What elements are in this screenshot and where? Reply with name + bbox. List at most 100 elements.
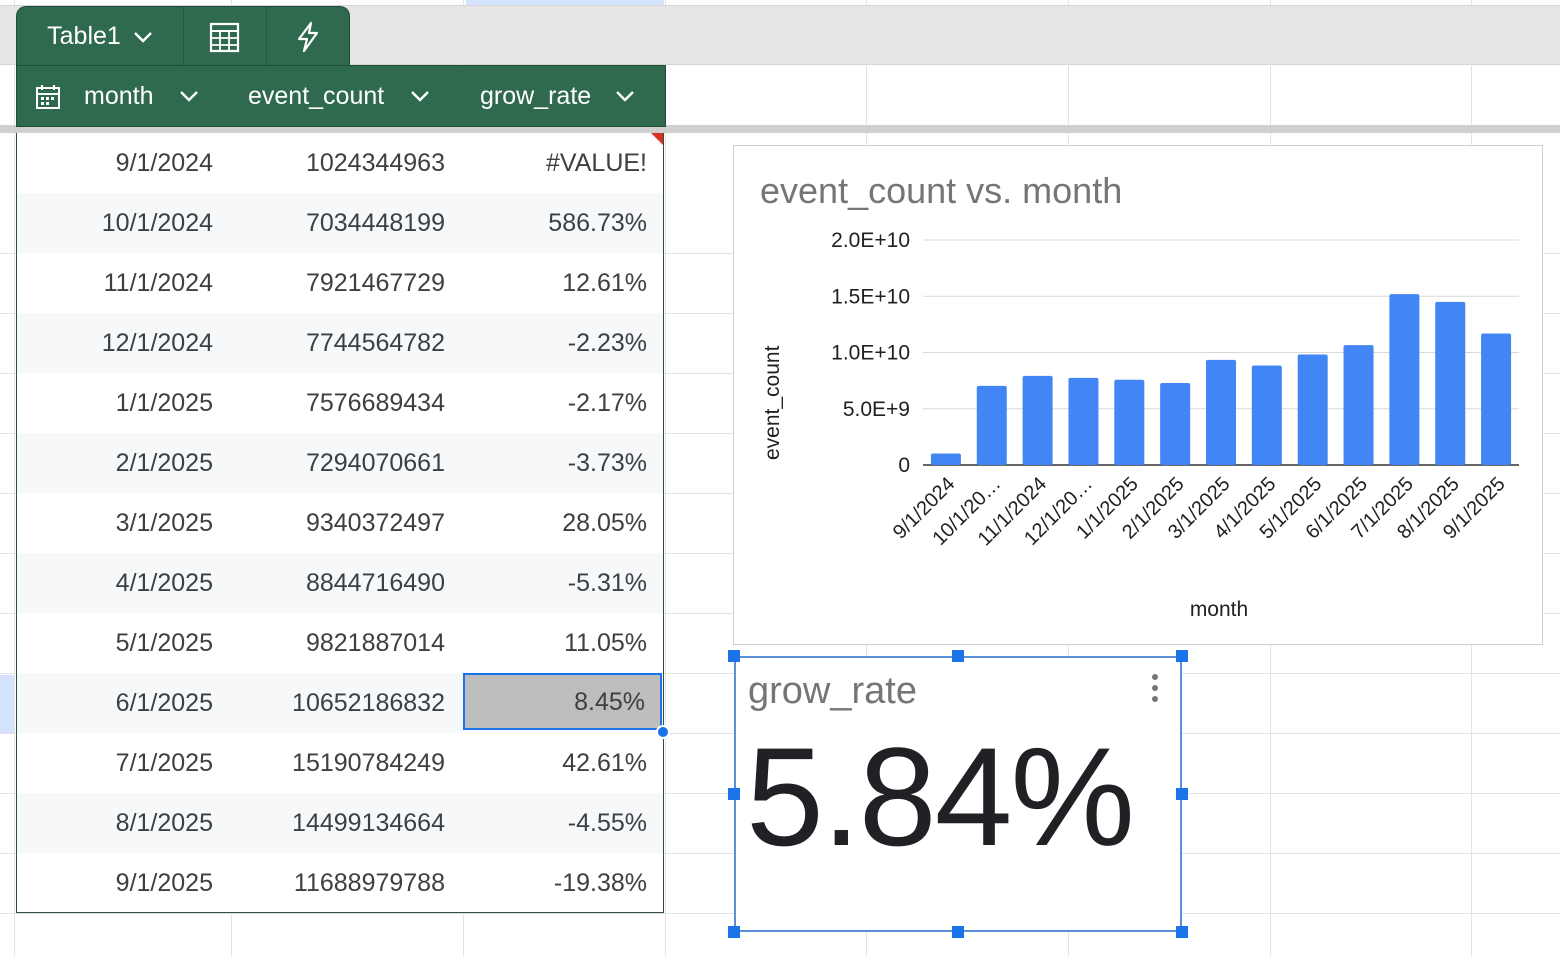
- cell-month[interactable]: 4/1/2025: [115, 569, 213, 597]
- scorecard-chart[interactable]: grow_rate 5.84%: [734, 656, 1182, 932]
- resize-handle[interactable]: [728, 650, 740, 662]
- cell-grow-rate[interactable]: 28.05%: [562, 509, 647, 537]
- chart-bar[interactable]: [1068, 377, 1099, 465]
- cell-event-count[interactable]: 1024344963: [305, 149, 445, 177]
- error-indicator-icon: [651, 133, 663, 145]
- selected-column-highlight: [466, 0, 664, 5]
- chart-bar[interactable]: [1114, 379, 1145, 465]
- cell-grow-rate[interactable]: -2.17%: [567, 389, 647, 417]
- cell-grow-rate[interactable]: 12.61%: [562, 269, 647, 297]
- chart-bar[interactable]: [1022, 375, 1053, 465]
- column-header-grow-rate[interactable]: grow_rate: [480, 66, 635, 126]
- cell-month[interactable]: 12/1/2024: [101, 329, 213, 357]
- table-row[interactable]: 8/1/2025 14499134664 -4.55%: [17, 793, 663, 853]
- resize-handle[interactable]: [952, 650, 964, 662]
- cell-month[interactable]: 9/1/2025: [115, 869, 213, 897]
- cell-grow-rate[interactable]: #VALUE!: [546, 149, 647, 177]
- chart-bar[interactable]: [930, 453, 961, 465]
- chart-bar[interactable]: [1389, 294, 1420, 465]
- cell-grow-rate[interactable]: 586.73%: [548, 209, 647, 237]
- selected-row-highlight: [0, 675, 14, 733]
- cell-event-count[interactable]: 11688979788: [293, 869, 445, 897]
- table-row[interactable]: 7/1/2025 15190784249 42.61%: [17, 733, 663, 793]
- column-header-label: event_count: [248, 81, 385, 110]
- table-smart-fill-button[interactable]: [267, 7, 349, 66]
- calculator-icon: [209, 22, 240, 52]
- table-row[interactable]: 11/1/2024 7921467729 12.61%: [17, 253, 663, 313]
- resize-handle[interactable]: [1176, 650, 1188, 662]
- table-row[interactable]: 2/1/2025 7294070661 -3.73%: [17, 433, 663, 493]
- chart-bar[interactable]: [1435, 301, 1466, 465]
- selected-cell[interactable]: 8.45%: [463, 673, 662, 730]
- cell-event-count[interactable]: 7034448199: [305, 209, 445, 237]
- cell-event-count[interactable]: 8844716490: [305, 569, 445, 597]
- column-header-month[interactable]: month: [84, 66, 199, 126]
- frozen-row-divider[interactable]: [0, 125, 1560, 133]
- cell-grow-rate[interactable]: -3.73%: [567, 449, 647, 477]
- chart-bar[interactable]: [1343, 345, 1374, 465]
- chart-bar[interactable]: [1206, 359, 1236, 465]
- more-options-icon[interactable]: [1150, 674, 1160, 708]
- cell-event-count[interactable]: 7576689434: [305, 389, 445, 417]
- resize-handle[interactable]: [1176, 788, 1188, 800]
- cell-event-count[interactable]: 10652186832: [292, 689, 445, 717]
- chart-title: event_count vs. month: [760, 170, 1122, 211]
- grid-line: [14, 0, 15, 956]
- cell-grow-rate[interactable]: -19.38%: [553, 869, 647, 897]
- cell-grow-rate[interactable]: 42.61%: [562, 749, 647, 777]
- cell-event-count[interactable]: 9821887014: [305, 629, 445, 657]
- resize-handle[interactable]: [952, 926, 964, 938]
- cell-grow-rate[interactable]: -4.55%: [567, 809, 647, 837]
- chart-bar[interactable]: [1481, 333, 1512, 465]
- table-row[interactable]: 12/1/2024 7744564782 -2.23%: [17, 313, 663, 373]
- table-calculator-button[interactable]: [184, 7, 267, 66]
- cell-event-count[interactable]: 7294070661: [305, 449, 445, 477]
- resize-handle[interactable]: [1176, 926, 1188, 938]
- cell-month[interactable]: 10/1/2024: [101, 209, 213, 237]
- cell-month[interactable]: 11/1/2024: [103, 269, 213, 297]
- selected-cell-value: 8.45%: [574, 688, 645, 716]
- cell-event-count[interactable]: 15190784249: [292, 749, 445, 777]
- cell-event-count[interactable]: 14499134664: [292, 809, 445, 837]
- table-row[interactable]: 4/1/2025 8844716490 -5.31%: [17, 553, 663, 613]
- cell-month[interactable]: 7/1/2025: [115, 749, 213, 777]
- calendar-icon: [36, 85, 60, 109]
- table-row[interactable]: 5/1/2025 9821887014 11.05%: [17, 613, 663, 673]
- chart-bar[interactable]: [1297, 354, 1328, 465]
- cell-month[interactable]: 8/1/2025: [115, 809, 213, 837]
- cell-event-count[interactable]: 9340372497: [305, 509, 445, 537]
- cell-event-count[interactable]: 7744564782: [305, 329, 445, 357]
- fill-handle[interactable]: [656, 725, 670, 739]
- column-header-event-count[interactable]: event_count: [248, 66, 430, 126]
- chevron-down-icon: [180, 91, 199, 102]
- cell-month[interactable]: 9/1/2024: [115, 149, 213, 177]
- chart-bar[interactable]: [1160, 382, 1191, 465]
- cell-grow-rate[interactable]: -5.31%: [567, 569, 647, 597]
- table-row[interactable]: 9/1/2024 1024344963 #VALUE!: [17, 133, 663, 193]
- cell-month[interactable]: 3/1/2025: [115, 509, 213, 537]
- resize-handle[interactable]: [728, 926, 740, 938]
- cell-month[interactable]: 1/1/2025: [115, 389, 213, 417]
- table-row[interactable]: 3/1/2025 9340372497 28.05%: [17, 493, 663, 553]
- cell-event-count[interactable]: 7921467729: [305, 269, 445, 297]
- chart-bar[interactable]: [1251, 365, 1282, 465]
- chevron-down-icon: [616, 91, 635, 102]
- cell-grow-rate[interactable]: 11.05%: [564, 629, 647, 657]
- bar-chart[interactable]: event_count vs. month event_count month …: [733, 145, 1543, 645]
- resize-handle[interactable]: [728, 788, 740, 800]
- table-body: 9/1/2024 1024344963 #VALUE! 10/1/2024 70344…: [16, 133, 664, 913]
- lightning-icon: [297, 21, 319, 52]
- table-name-dropdown[interactable]: Table1: [17, 7, 184, 66]
- column-header-label: grow_rate: [480, 81, 592, 110]
- grid-line: [665, 0, 666, 956]
- column-header-label: month: [84, 81, 154, 110]
- chart-bar[interactable]: [976, 385, 1007, 465]
- cell-grow-rate[interactable]: -2.23%: [567, 329, 647, 357]
- cell-month[interactable]: 2/1/2025: [115, 449, 213, 477]
- table-row[interactable]: 1/1/2025 7576689434 -2.17%: [17, 373, 663, 433]
- table-row[interactable]: 9/1/2025 11688979788 -19.38%: [17, 853, 663, 913]
- table-row[interactable]: 10/1/2024 7034448199 586.73%: [17, 193, 663, 253]
- x-axis-label: month: [1190, 598, 1248, 621]
- cell-month[interactable]: 6/1/2025: [115, 689, 213, 717]
- cell-month[interactable]: 5/1/2025: [115, 629, 213, 657]
